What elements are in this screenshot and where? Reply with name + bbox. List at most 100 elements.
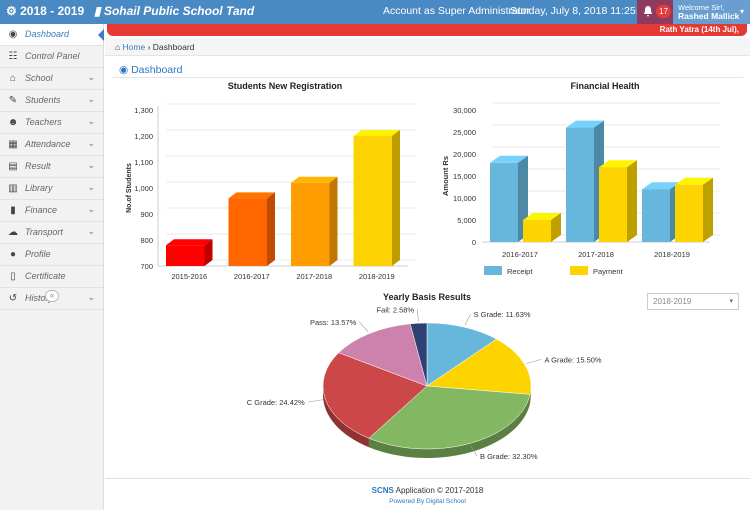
pie-slice-side [323, 386, 369, 448]
y-tick-label: 5,000 [457, 216, 476, 225]
page-title: ◉ Dashboard [119, 64, 182, 76]
sidebar-item[interactable]: ✎ Students ⌄ [0, 90, 103, 112]
graduation-cap-icon: ✎ [8, 95, 18, 106]
legend-label: Payment [593, 267, 624, 276]
school-name: ▮ Sohail Public School Tand [94, 4, 255, 18]
bar-top [566, 120, 604, 128]
notification-button[interactable]: 17 [637, 0, 673, 24]
bell-icon [644, 6, 652, 17]
bar-top [353, 130, 400, 136]
sidebar-item[interactable]: ▦ Attendance ⌄ [0, 134, 103, 156]
pie-label: Pass: 13.57% [310, 318, 357, 327]
dashboard-icon: ◉ [119, 64, 129, 76]
pie-slice [338, 323, 428, 387]
chevron-down-icon: ⌄ [87, 116, 95, 126]
sidebar-item-label: History [25, 293, 54, 303]
x-tick-label: 2016-2017 [234, 272, 270, 281]
pie-slice [322, 352, 428, 439]
pie-leader-line [470, 445, 478, 457]
session-year[interactable]: ⚙ 2018 - 2019 [6, 4, 85, 18]
sidebar-item[interactable]: ◉ Dashboard [0, 24, 104, 46]
sidebar-item-label: Control Panel [25, 51, 80, 61]
sidebar-item-label: Attendance [25, 139, 71, 149]
y-tick-label: 700 [140, 262, 153, 271]
users-icon: ☻ [7, 117, 19, 128]
registration-chart: Students New Registration 700 800 900 1,000 1… [126, 81, 416, 281]
pie-leader-line [416, 309, 419, 322]
chevron-down-icon: ▾ [739, 7, 744, 16]
user-menu[interactable]: Welcome Sir!, Rashed Mallick ▾ [673, 0, 750, 24]
y-tick-label: 20,000 [453, 150, 476, 159]
sidebar-item[interactable]: ● Profile [0, 244, 103, 266]
bar-side [329, 176, 338, 266]
footer-text: Application © 2017-2018 [393, 486, 484, 495]
bar [353, 136, 392, 266]
bar-top [599, 160, 637, 168]
bar-top [166, 239, 213, 246]
pie-leader-line [464, 313, 471, 326]
pie-slice [368, 385, 531, 450]
sidebar-item[interactable]: ☷ Control Panel [0, 46, 103, 68]
sidebar-item[interactable]: ▥ Library ⌄ [0, 178, 103, 200]
sidebar-item[interactable]: ⌂ School ⌄ [0, 68, 103, 90]
sidebar-item-label: Dashboard [25, 29, 70, 39]
account-role: Account as Super Administrator [383, 5, 531, 17]
bar [291, 182, 330, 266]
sidebar-collapse-button[interactable]: « [45, 290, 59, 302]
sidebar-item-label: Teachers [25, 117, 62, 127]
sidebar-item-label: Profile [25, 249, 51, 259]
pie-label: B Grade: 32.30% [480, 452, 538, 461]
pie-leader-line [359, 321, 369, 333]
pie-slice-side [368, 394, 531, 458]
y-tick-label: 1,300 [134, 106, 153, 115]
chevron-down-icon: ⌄ [87, 204, 95, 214]
y-tick-label: 1,200 [134, 132, 153, 141]
bar-top [291, 176, 338, 183]
page-title-text: Dashboard [131, 64, 183, 76]
footer: SCNS Application © 2017-2018 Powered By … [105, 478, 750, 510]
welcome-text: Welcome Sir!, [678, 3, 725, 12]
bar-chart-icon: ▮ [10, 205, 16, 216]
footer-brand: SCNS [371, 486, 394, 495]
pie-slice [426, 322, 497, 387]
session-year-label: 2018 - 2019 [20, 4, 85, 18]
y-tick-label: 1,000 [134, 184, 153, 193]
footer-powered[interactable]: Powered By Digital School [389, 498, 466, 505]
year-select[interactable]: 2018-2019 ▾ [647, 293, 739, 310]
sidebar-item-label: Transport [25, 227, 63, 237]
bar-side [267, 192, 275, 266]
file-icon: ▤ [8, 161, 18, 172]
holiday-banner: Rath Yatra (14th Jul), [107, 24, 747, 36]
sidebar-item-label: Finance [25, 205, 58, 215]
notification-count: 17 [656, 5, 671, 18]
bar [599, 167, 627, 242]
y-tick-label: 30,000 [453, 106, 476, 115]
legend-swatch [570, 266, 588, 275]
sidebar-item-label: Library [25, 183, 53, 193]
pie-leader-line [307, 399, 324, 403]
pie-label: S Grade: 11.63% [474, 310, 531, 319]
chart-title: Students New Registration [228, 81, 343, 91]
sidebar-item-label: Result [25, 161, 51, 171]
chevron-down-icon: ⌄ [87, 226, 95, 236]
sidebar-item[interactable]: ☁ Transport ⌄ [0, 222, 103, 244]
y-tick-label: 15,000 [453, 172, 476, 181]
bar-top [228, 192, 275, 199]
datetime: Sunday, July 8, 2018 11:25:30 PM [510, 5, 669, 17]
y-axis-label: No.of Students [126, 163, 133, 213]
bar [642, 189, 670, 242]
divider [113, 77, 743, 78]
home-icon: ⌂ [9, 73, 17, 84]
sidebar-item[interactable]: ▮ Finance ⌄ [0, 200, 103, 222]
sidebar-item[interactable]: ↺ History ⌄ [0, 288, 103, 310]
chevron-down-icon: ⌄ [87, 72, 95, 82]
calendar-icon: ▦ [8, 139, 18, 150]
sidebar-item-label: Students [25, 95, 61, 105]
breadcrumb-home[interactable]: Home [122, 42, 146, 52]
sidebar-item[interactable]: ▤ Result ⌄ [0, 156, 103, 178]
bar [566, 127, 594, 242]
y-tick-label: 900 [140, 210, 153, 219]
sidebar-item[interactable]: ☻ Teachers ⌄ [0, 112, 103, 134]
user-icon: ● [9, 249, 17, 260]
sidebar-item[interactable]: ▯ Certificate [0, 266, 103, 288]
